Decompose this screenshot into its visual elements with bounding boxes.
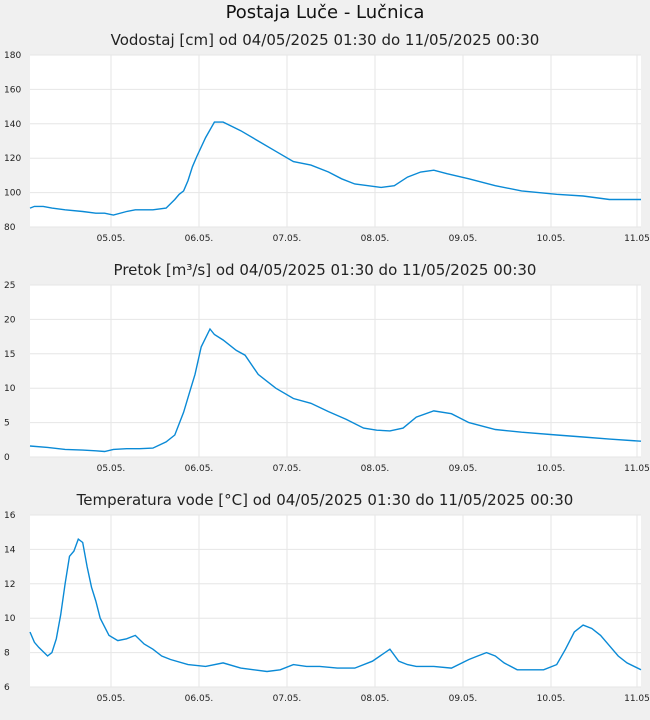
discharge-chart-svg: Pretok [m³/s] od 04/05/2025 01:30 do 11/…	[4, 261, 650, 474]
water-level-chart-svg: Vodostaj [cm] od 04/05/2025 01:30 do 11/…	[4, 31, 650, 244]
water-level-x-tick-label: 11.05	[624, 234, 650, 244]
water-level-y-tick-label: 160	[4, 85, 21, 95]
discharge-x-tick-label: 08.05.	[361, 464, 390, 474]
water-temperature-x-tick-label: 11.05	[624, 694, 650, 704]
water-temperature-x-tick-label: 05.05.	[97, 694, 126, 704]
discharge-y-tick-label: 0	[4, 453, 10, 463]
water-temperature-chart: Temperatura vode [°C] od 04/05/2025 01:3…	[0, 485, 650, 720]
discharge-x-tick-label: 09.05.	[449, 464, 478, 474]
water-temperature-plot-area	[30, 515, 641, 687]
discharge-y-tick-label: 5	[4, 419, 10, 429]
discharge-y-tick-label: 20	[4, 315, 16, 325]
water-level-y-tick-label: 180	[4, 51, 21, 61]
water-level-y-tick-label: 100	[4, 189, 21, 199]
water-level-chart-title: Vodostaj [cm] od 04/05/2025 01:30 do 11/…	[111, 31, 540, 49]
discharge-chart: Pretok [m³/s] od 04/05/2025 01:30 do 11/…	[0, 255, 650, 490]
water-level-series-line	[29, 121, 641, 216]
water-level-x-tick-label: 08.05.	[361, 234, 390, 244]
water-level-y-tick-label: 80	[4, 223, 16, 233]
discharge-x-tick-label: 06.05.	[185, 464, 214, 474]
water-level-y-tick-label: 120	[4, 154, 21, 164]
discharge-y-tick-label: 15	[4, 350, 15, 360]
discharge-y-tick-label: 25	[4, 281, 15, 291]
water-temperature-series-line	[29, 537, 642, 673]
discharge-chart-title: Pretok [m³/s] od 04/05/2025 01:30 do 11/…	[114, 261, 537, 279]
discharge-x-tick-label: 05.05.	[97, 464, 126, 474]
water-level-x-tick-label: 10.05.	[537, 234, 566, 244]
page-title: Postaja Luče - Lučnica	[225, 2, 425, 23]
water-temperature-x-tick-label: 07.05.	[273, 694, 302, 704]
water-temperature-y-tick-label: 6	[4, 683, 10, 693]
water-temperature-chart-title: Temperatura vode [°C] od 04/05/2025 01:3…	[76, 491, 574, 509]
discharge-y-tick-label: 10	[4, 384, 16, 394]
water-temperature-x-tick-label: 10.05.	[537, 694, 566, 704]
water-temperature-y-tick-label: 14	[4, 545, 16, 555]
water-temperature-y-tick-label: 12	[4, 580, 15, 590]
discharge-x-tick-label: 10.05.	[537, 464, 566, 474]
water-level-y-tick-label: 140	[4, 120, 21, 130]
discharge-series-line	[29, 327, 642, 453]
water-temperature-x-tick-label: 08.05.	[361, 694, 390, 704]
water-level-plot-area	[30, 55, 641, 227]
discharge-x-tick-label: 11.05	[624, 464, 650, 474]
water-temperature-y-tick-label: 16	[4, 511, 16, 521]
water-temperature-x-tick-label: 09.05.	[449, 694, 478, 704]
water-level-x-tick-label: 07.05.	[273, 234, 302, 244]
water-temperature-y-tick-label: 8	[4, 649, 10, 659]
water-level-chart: Vodostaj [cm] od 04/05/2025 01:30 do 11/…	[0, 25, 650, 260]
water-temperature-chart-svg: Temperatura vode [°C] od 04/05/2025 01:3…	[4, 491, 650, 704]
water-temperature-x-tick-label: 06.05.	[185, 694, 214, 704]
water-temperature-y-tick-label: 10	[4, 614, 16, 624]
water-level-x-tick-label: 09.05.	[449, 234, 478, 244]
discharge-plot-area	[30, 285, 641, 457]
water-level-x-tick-label: 05.05.	[97, 234, 126, 244]
water-level-x-tick-label: 06.05.	[185, 234, 214, 244]
discharge-x-tick-label: 07.05.	[273, 464, 302, 474]
